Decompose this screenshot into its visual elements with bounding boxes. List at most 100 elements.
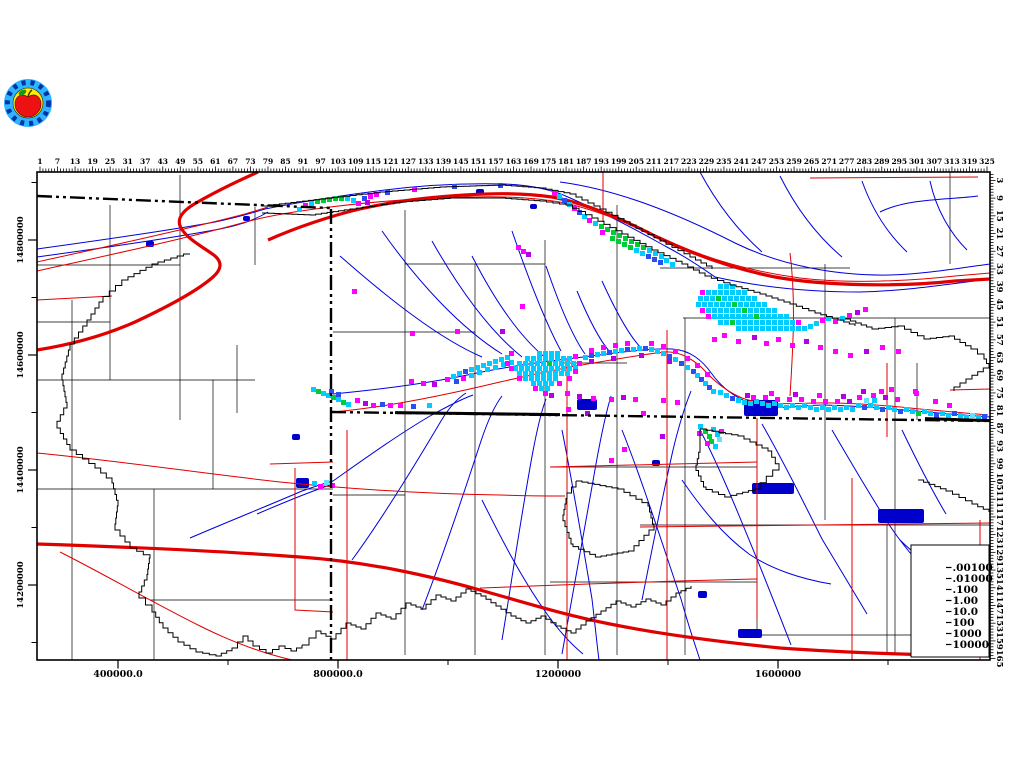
recharge-cell bbox=[724, 290, 729, 295]
left-tick-label: 14600000 bbox=[16, 331, 26, 378]
recharge-cell bbox=[711, 427, 716, 432]
recharge-cell bbox=[982, 414, 987, 419]
recharge-cell bbox=[880, 345, 885, 350]
recharge-cell bbox=[333, 196, 338, 201]
recharge-cell bbox=[742, 308, 747, 313]
column-tick-label: 301 bbox=[909, 157, 925, 166]
recharge-cell bbox=[754, 326, 759, 331]
recharge-cell bbox=[475, 365, 480, 370]
lake bbox=[296, 478, 309, 488]
recharge-cell bbox=[840, 316, 845, 321]
recharge-cell bbox=[341, 400, 346, 405]
column-tick-label: 49 bbox=[175, 157, 185, 166]
road bbox=[269, 461, 334, 465]
river bbox=[501, 398, 547, 641]
recharge-cell bbox=[714, 302, 719, 307]
logo-ring-pattern bbox=[5, 80, 51, 126]
recharge-cell bbox=[517, 361, 522, 366]
recharge-cell bbox=[863, 307, 868, 312]
recharge-cell bbox=[351, 198, 356, 203]
recharge-cell bbox=[362, 196, 367, 201]
recharge-cell bbox=[784, 320, 789, 325]
recharge-cell bbox=[543, 391, 548, 396]
recharge-cell bbox=[790, 326, 795, 331]
recharge-cell bbox=[374, 192, 379, 197]
recharge-cell bbox=[493, 365, 498, 370]
recharge-cell bbox=[913, 389, 918, 394]
road bbox=[809, 176, 979, 179]
river bbox=[861, 180, 908, 253]
river bbox=[545, 265, 586, 355]
recharge-cell bbox=[573, 369, 578, 374]
recharge-cell bbox=[769, 391, 774, 396]
recharge-cell bbox=[976, 415, 981, 420]
recharge-cell bbox=[346, 402, 351, 407]
recharge-cell bbox=[847, 313, 852, 318]
recharge-cell bbox=[385, 190, 390, 195]
recharge-cell bbox=[695, 363, 700, 368]
recharge-cell bbox=[509, 366, 514, 371]
recharge-cells-layer bbox=[297, 183, 987, 489]
state-border bbox=[36, 194, 331, 210]
recharge-cell bbox=[549, 381, 554, 386]
legend-entry: 1.00 bbox=[953, 595, 979, 607]
recharge-cell bbox=[622, 447, 627, 452]
recharge-cell bbox=[808, 324, 813, 329]
river bbox=[561, 429, 600, 661]
recharge-cell bbox=[940, 411, 945, 416]
recharge-cell bbox=[775, 397, 780, 402]
recharge-cell bbox=[573, 366, 578, 371]
left-tick-label: 14800000 bbox=[16, 216, 26, 263]
recharge-cell bbox=[549, 356, 554, 361]
recharge-cell bbox=[565, 371, 570, 376]
row-tick-label: 123 bbox=[994, 526, 1004, 544]
recharge-cell bbox=[599, 224, 604, 229]
lake bbox=[738, 629, 762, 638]
column-tick-label: 265 bbox=[804, 157, 820, 166]
row-tick-label: 51 bbox=[994, 316, 1004, 328]
recharge-cell bbox=[719, 429, 724, 434]
recharge-cell bbox=[754, 308, 759, 313]
recharge-cell bbox=[835, 399, 840, 404]
recharge-cell bbox=[814, 321, 819, 326]
recharge-cell bbox=[637, 346, 642, 351]
recharge-cell bbox=[742, 320, 747, 325]
column-tick-label: 109 bbox=[348, 157, 364, 166]
recharge-cell bbox=[509, 360, 514, 365]
recharge-cell bbox=[799, 397, 804, 402]
recharge-cell bbox=[784, 405, 789, 410]
recharge-cell bbox=[501, 362, 506, 367]
recharge-cell bbox=[862, 405, 867, 410]
recharge-cell bbox=[748, 320, 753, 325]
column-tick-label: 253 bbox=[769, 157, 785, 166]
column-tick-label: 85 bbox=[280, 157, 290, 166]
recharge-cell bbox=[707, 434, 712, 439]
recharge-cell bbox=[555, 366, 560, 371]
recharge-cell bbox=[543, 366, 548, 371]
recharge-cell bbox=[844, 405, 849, 410]
recharge-cell bbox=[543, 356, 548, 361]
recharge-cell bbox=[587, 218, 592, 223]
recharge-cell bbox=[848, 353, 853, 358]
recharge-cell bbox=[529, 361, 534, 366]
recharge-cell bbox=[521, 249, 526, 254]
recharge-cell bbox=[525, 356, 530, 361]
recharge-cell bbox=[481, 363, 486, 368]
recharge-cell bbox=[529, 376, 534, 381]
river bbox=[879, 195, 979, 213]
recharge-cell bbox=[706, 308, 711, 313]
recharge-cell bbox=[793, 392, 798, 397]
recharge-cell bbox=[730, 284, 735, 289]
recharge-cell bbox=[667, 359, 672, 364]
recharge-cell bbox=[716, 296, 721, 301]
row-tick-label: 33 bbox=[994, 263, 1004, 275]
recharge-cell bbox=[675, 400, 680, 405]
recharge-cell bbox=[892, 407, 897, 412]
recharge-cell bbox=[722, 296, 727, 301]
recharge-cell bbox=[744, 302, 749, 307]
recharge-cell bbox=[880, 407, 885, 412]
river bbox=[339, 255, 483, 358]
recharge-cell bbox=[549, 351, 554, 356]
recharge-cell bbox=[700, 290, 705, 295]
recharge-cell bbox=[411, 404, 416, 409]
